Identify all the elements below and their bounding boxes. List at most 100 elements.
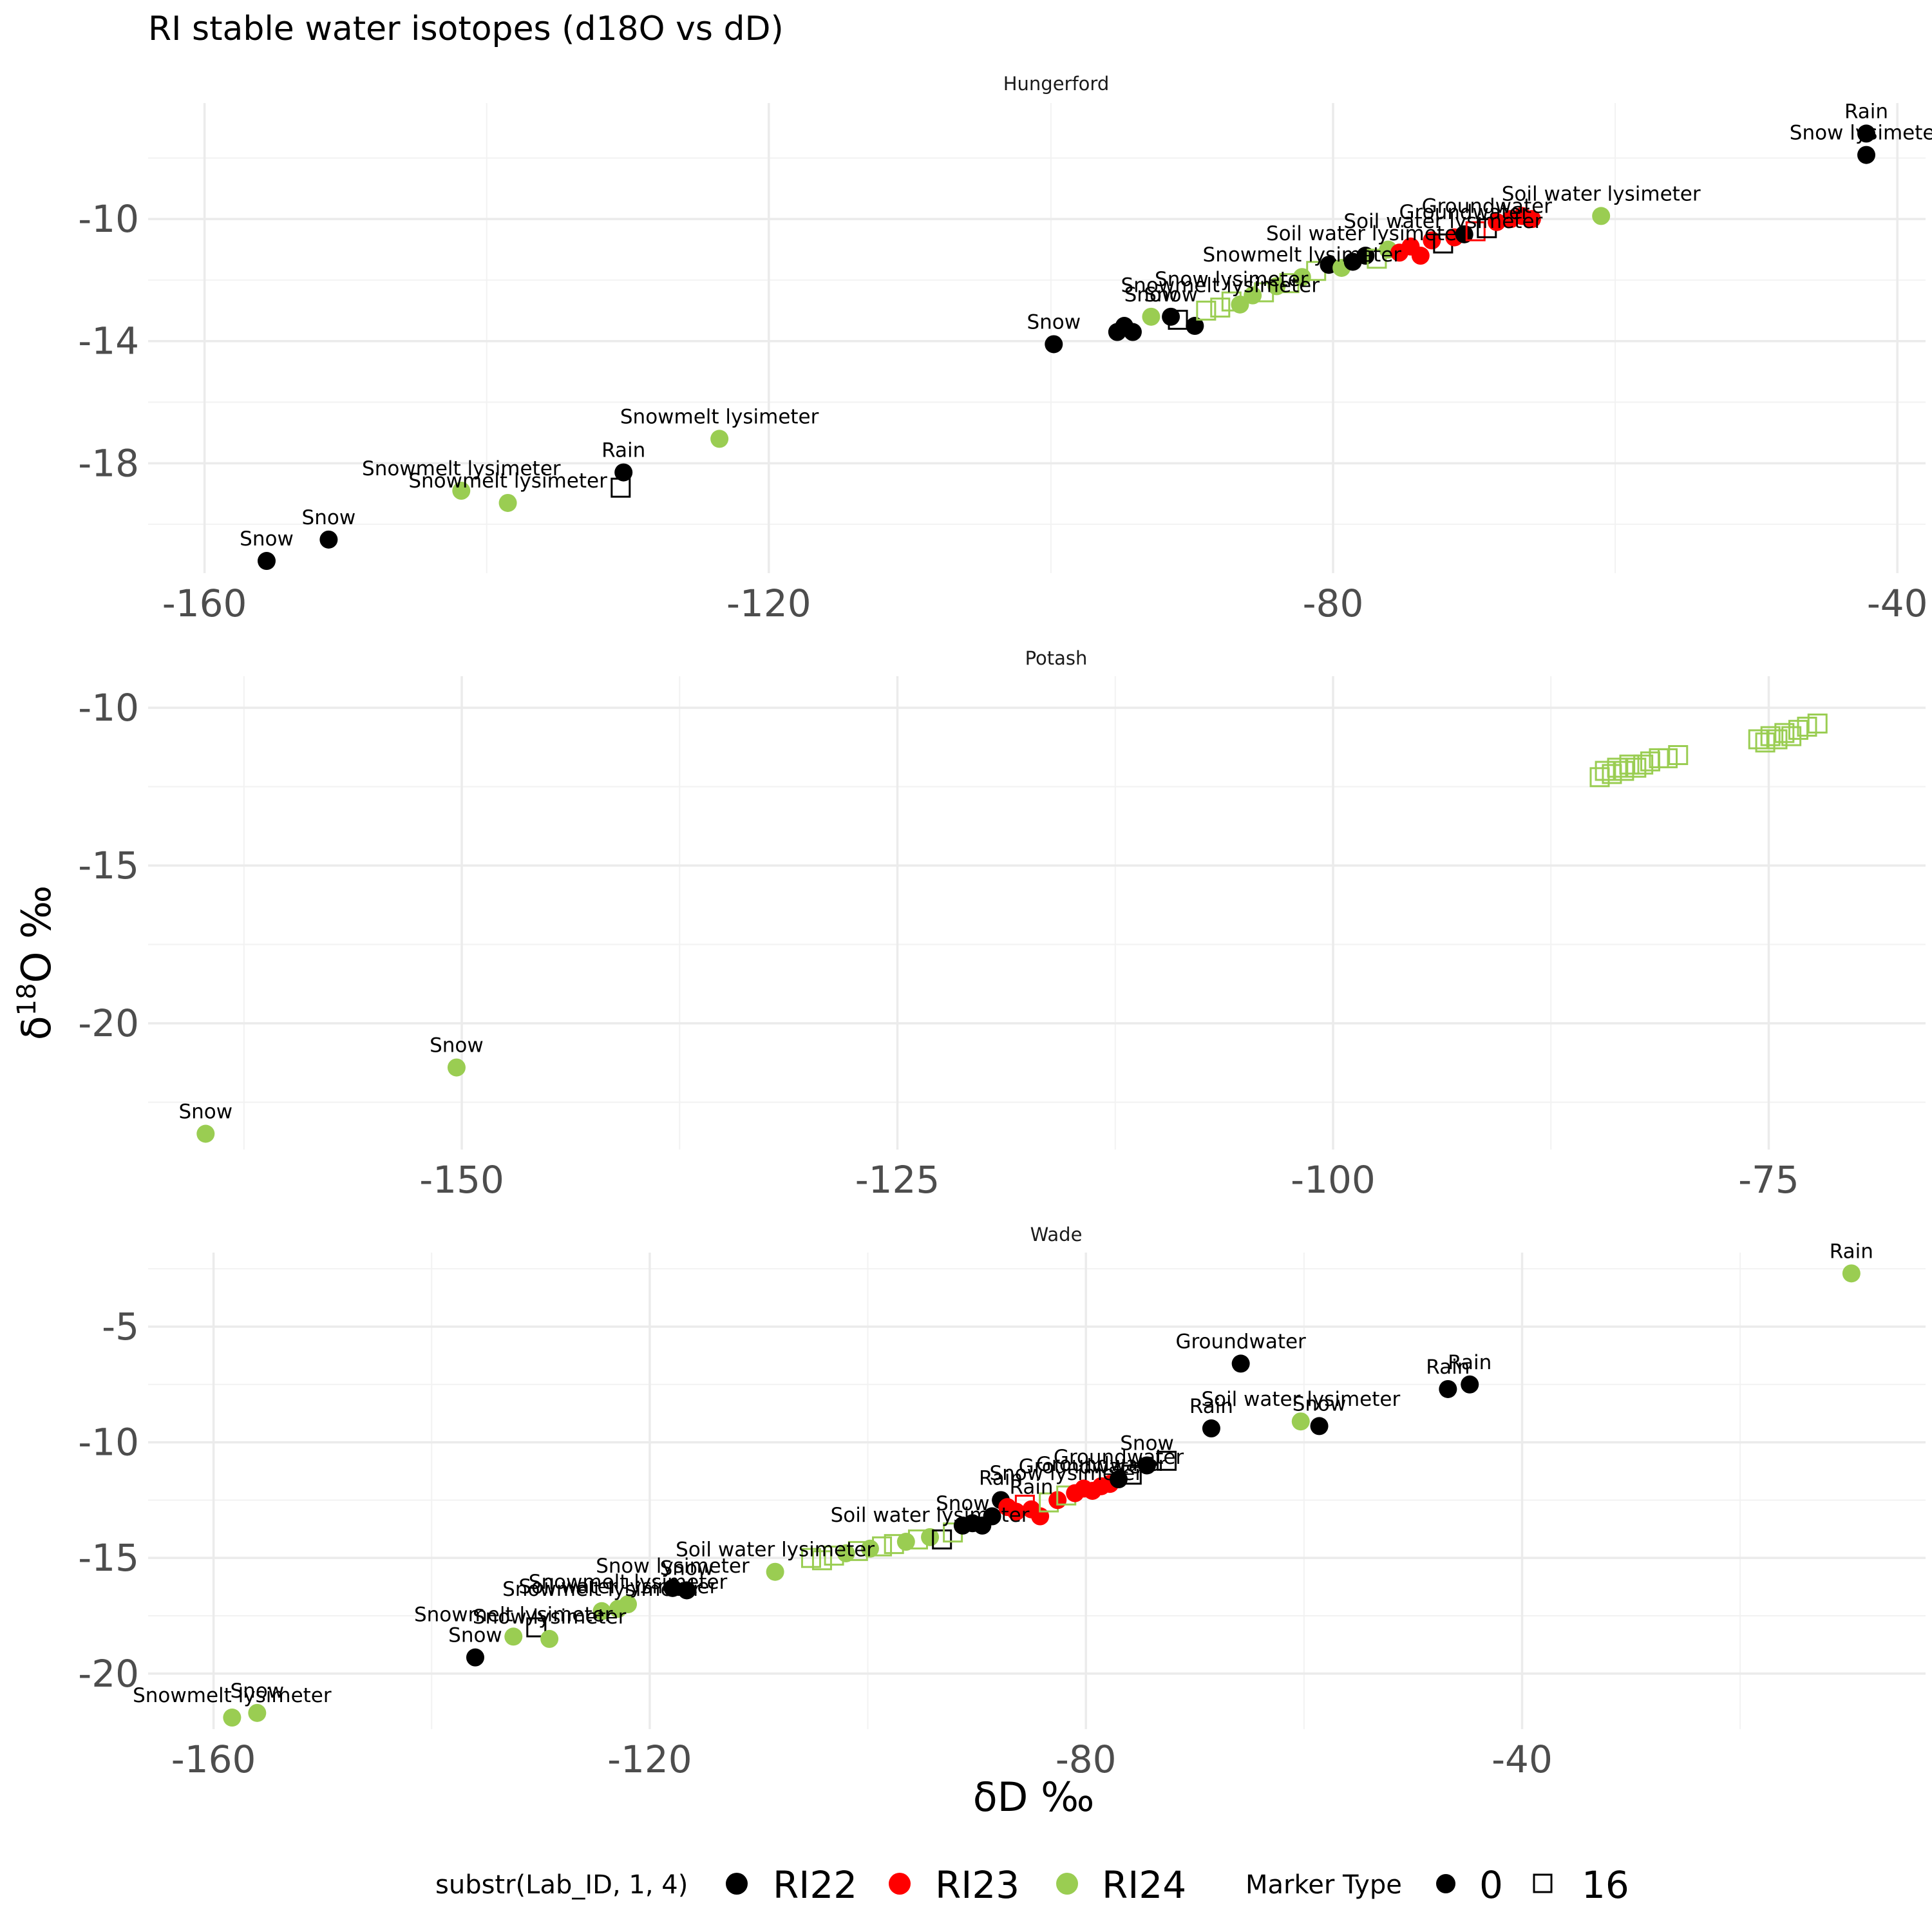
point-circle-ri22 [1138,1456,1157,1475]
point-label: Snowmelt lysimeter [408,469,607,493]
y-ticks-hungerford: -10 -14 -18 [78,197,139,485]
point-label: Soil water lysimeter [1266,222,1465,245]
points-potash [196,714,1828,1143]
legend-key-ri23 [889,1873,911,1895]
point-circle-ri22 [1123,323,1142,341]
point-circle-ri24 [592,1602,611,1620]
panel-potash: Potash -150 -125 -100 -75 -10 -15 -20 Snow Snow [78,647,1926,1202]
point-label: Rain [1830,1240,1873,1263]
points-wade [223,1264,1861,1727]
point-label: Snow [430,1034,484,1057]
point-label: Soil water lysimeter [676,1539,875,1562]
point-square-ri24 [800,1548,821,1568]
x-tick-label: -80 [1056,1738,1117,1781]
y-tick-label: -18 [78,441,139,485]
legend-label-ri23: RI23 [935,1863,1019,1907]
x-tick-label: -40 [1867,582,1928,625]
x-tick-label: -100 [1291,1158,1376,1202]
point-label: Soil water lysimeter [1502,182,1701,205]
legend-label-ri22: RI22 [773,1863,857,1907]
legend: substr(Lab_ID, 1, 4) RI22 RI23 RI24 Mark… [435,1863,1629,1907]
point-circle-ri24 [837,1544,855,1562]
y-tick-label: -10 [78,1421,139,1464]
point-circle-ri22 [1857,146,1875,164]
y-tick-label: -20 [78,1001,139,1045]
y-tick-label: -5 [102,1305,139,1349]
point-circle-ri24 [1291,1412,1310,1431]
point-circle-ri22 [1162,307,1180,326]
point-circle-ri24 [196,1124,215,1143]
point-label: Snow [936,1492,990,1515]
point-label: Groundwater [1175,1330,1306,1353]
y-tick-label: -15 [78,1536,139,1580]
point-label: Snowmelt lysimeter [529,1571,728,1594]
legend-label-square: 16 [1582,1863,1629,1907]
point-circle-ri22 [1231,1354,1250,1373]
point-square-ri24 [1210,298,1231,318]
x-axis-label: δD ‰ [973,1774,1095,1821]
x-tick-label: -150 [419,1158,504,1202]
legend-color-title: substr(Lab_ID, 1, 4) [435,1870,688,1900]
point-circle-ri24 [619,1595,638,1614]
point-circle-ri22 [1455,225,1473,243]
point-square-ri24 [1595,761,1615,781]
point-label: Snow [1293,1392,1347,1416]
point-circle-ri23 [1423,231,1441,250]
point-circle-ri24 [766,1562,784,1581]
point-square-ri24 [1807,714,1828,734]
point-label: Rain [1426,1356,1470,1379]
panel-hungerford: Hungerford-160 -120 -80 -40-10-14-18SnowSno… [78,73,1932,625]
x-ticks-wade: -160 -120 -80 -40 [171,1738,1553,1781]
point-square-ri24 [1755,732,1776,753]
point-circle-ri22 [1461,1375,1479,1394]
point-label: Snow [1120,1432,1174,1455]
point-label: Snow lysimeter [989,1462,1143,1485]
point-label: Snow lysimeter [1155,268,1309,291]
point-square-ri24 [1614,761,1634,781]
point-circle-ri23 [1522,210,1541,229]
point-label: Snow [178,1101,232,1124]
point-circle-ri23 [1488,213,1506,231]
point-circle-ri24 [504,1627,523,1646]
point-square-ri22 [1168,310,1188,330]
point-circle-ri24 [223,1709,242,1727]
point-label: Snow [230,1680,284,1703]
strip-label-hungerford: Hungerford [1003,73,1110,95]
point-square-ri24 [1607,757,1627,778]
x-ticks-hungerford: -160 -120 -80 -40 [162,582,1928,625]
point-circle-ri24 [1592,207,1611,225]
legend-key-circle [1436,1874,1455,1893]
point-label: Snowmelt lysimeter [362,457,561,480]
point-circle-ri22 [1310,1417,1329,1435]
point-label: Snow [1124,283,1179,307]
point-circle-ri22 [466,1648,484,1667]
point-circle-ri24 [921,1528,940,1546]
point-square-ri22 [611,477,631,498]
point-circle-ri22 [614,463,633,482]
point-label: Snow [240,527,294,551]
point-circle-ri22 [663,1578,682,1597]
strip-label-potash: Potash [1025,647,1088,669]
chart-title: RI stable water isotopes (d18O vs dD) [148,10,784,48]
point-circle-ri22 [677,1581,696,1600]
point-square-ri24 [811,1550,832,1571]
point-square-ri22 [1156,1450,1177,1471]
point-label: Snowmelt lysimeter [133,1684,332,1707]
legend-shape-title: Marker Type [1245,1870,1402,1900]
y-ticks-potash: -10 -15 -20 [78,686,139,1045]
point-label: Rain [601,439,645,462]
y-tick-label: -20 [78,1652,139,1696]
point-circle-ri24 [1244,286,1262,305]
point-label: Snow lysimeter [1790,122,1932,145]
x-tick-label: -120 [607,1738,692,1781]
point-label: Rain [979,1466,1023,1490]
y-tick-label: -10 [78,686,139,730]
point-label: Rain [1844,100,1888,123]
point-circle-ri24 [710,430,729,448]
point-circle-ri22 [1439,1379,1457,1398]
point-label: Snowmelt lysimeter [1121,274,1320,298]
panels: Hungerford-160 -120 -80 -40-10-14-18SnowSno… [78,73,1932,1781]
grid-wade [148,1253,1926,1729]
x-tick-label: -160 [171,1738,256,1781]
x-tick-label: -160 [162,582,247,625]
